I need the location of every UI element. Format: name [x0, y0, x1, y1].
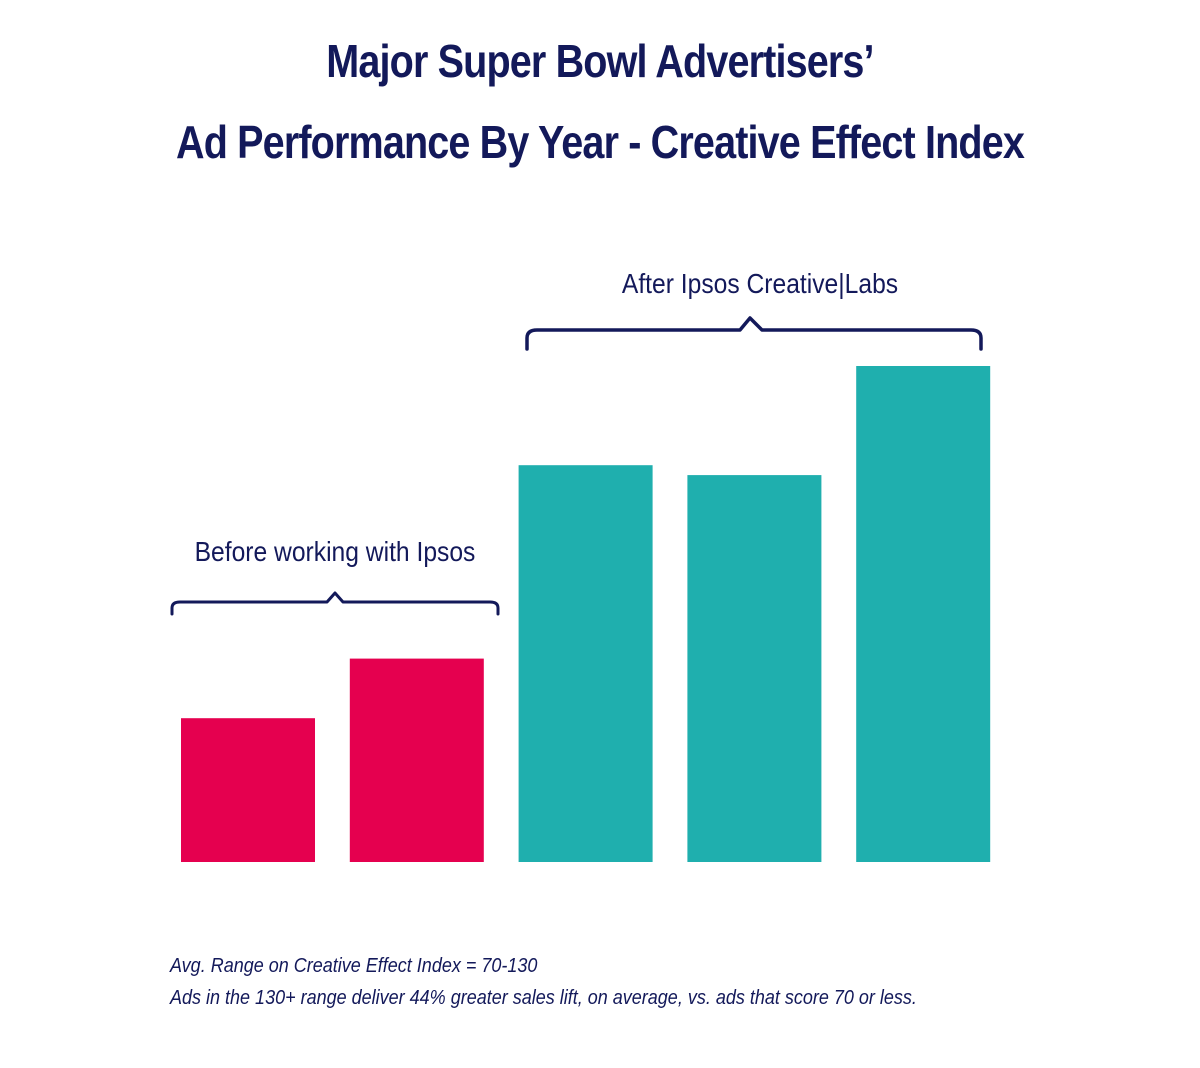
bar-2 — [349, 658, 484, 862]
chart-subtitle: Ad Performance By Year - Creative Effect… — [176, 116, 1025, 168]
chart-title: Major Super Bowl Advertisers’ — [326, 35, 874, 87]
brace-before-icon — [170, 591, 500, 616]
bar-5 — [856, 366, 991, 862]
footnote-sales-lift: Ads in the 130+ range deliver 44% greate… — [170, 987, 917, 1009]
group-label-after: After Ipsos Creative|Labs — [621, 268, 899, 299]
footnote-avg-range: Avg. Range on Creative Effect Index = 70… — [170, 955, 538, 977]
bar-4 — [687, 475, 822, 862]
brace-after-icon — [525, 316, 983, 351]
bar-1 — [181, 718, 315, 862]
group-label-before: Before working with Ipsos — [194, 536, 476, 567]
bar-3 — [518, 465, 653, 862]
